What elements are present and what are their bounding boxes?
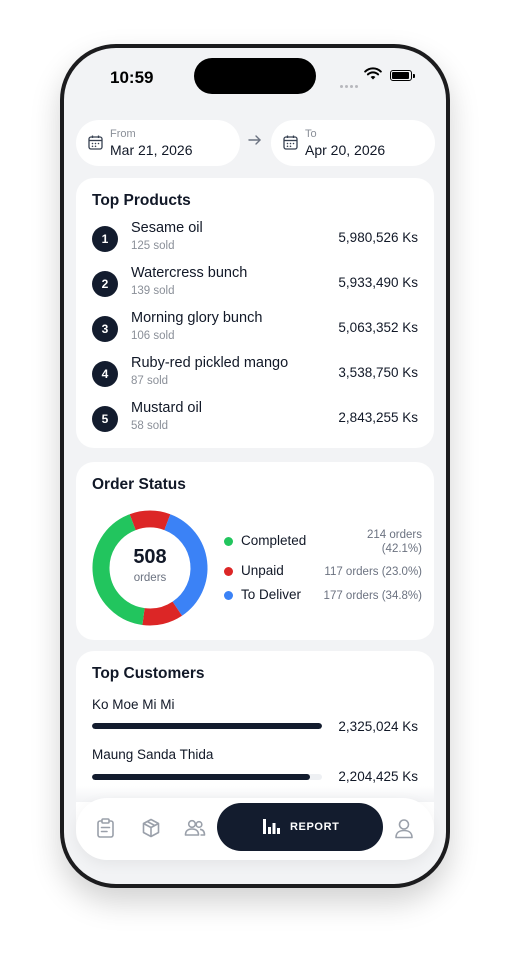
arrow-right-icon [248,135,261,145]
donut-total: 508 [133,546,167,568]
product-row[interactable]: 4 Ruby-red pickled mango 87 sold 3,538,7… [76,355,434,395]
legend-unpaid: Unpaid 117 orders (23.0%) [222,562,422,582]
top-products-card: Top Products 1 Sesame oil 125 sold 5,980… [76,178,434,448]
donut-total-label: orders [133,572,167,584]
product-sold: 139 sold [131,285,175,297]
rank-badge: 2 [92,271,118,297]
customer-amount: 2,325,024 Ks [338,719,418,734]
customer-bar-track [92,774,322,780]
legend-dot [224,567,233,576]
users-icon[interactable] [184,818,206,838]
product-amount: 2,843,255 Ks [338,410,418,425]
report-tab-label: REPORT [290,821,340,833]
donut-slice-unpaid [129,510,171,531]
calendar-icon [283,135,298,150]
legend-value-line2: (42.1%) [381,543,422,555]
product-name: Morning glory bunch [131,310,263,326]
calendar-icon [88,135,103,150]
customer-bar-fill [92,774,311,780]
product-sold: 87 sold [131,375,169,387]
rank-badge: 5 [92,406,118,432]
customer-amount: 2,204,425 Ks [338,769,418,784]
product-sold: 58 sold [131,420,169,432]
top-customers-title: Top Customers [92,665,205,682]
legend-label: To Deliver [241,587,302,602]
legend-value: 177 orders (34.8%) [323,590,422,602]
legend-label: Unpaid [241,563,284,578]
donut-slice-completed [92,514,145,625]
box-icon[interactable] [141,818,161,838]
product-row[interactable]: 5 Mustard oil 58 sold 2,843,255 Ks [76,400,434,440]
product-amount: 3,538,750 Ks [338,365,418,380]
bar-chart-icon [263,819,280,834]
rank-badge: 4 [92,361,118,387]
customer-bar-fill [92,723,322,729]
bottom-nav: REPORT [76,798,434,860]
date-to-label: To [305,128,317,140]
donut-slice-unpaid [142,601,183,626]
legend-value: 214 orders (42.1%) [367,528,422,556]
date-from-label: From [110,128,136,140]
donut-slice-to-deliver [163,514,208,616]
customer-bar-track [92,723,322,729]
date-from-value: Mar 21, 2026 [110,142,193,158]
order-status-title: Order Status [92,476,186,493]
product-name: Ruby-red pickled mango [131,355,289,371]
legend-completed: Completed 214 orders (42.1%) [222,529,422,555]
product-amount: 5,980,526 Ks [338,230,418,245]
status-bar: 10:59 [64,48,446,108]
legend-label: Completed [241,533,307,548]
legend-dot [224,591,233,600]
battery-icon [390,70,415,81]
legend-dot [224,537,233,546]
product-row[interactable]: 1 Sesame oil 125 sold 5,980,526 Ks [76,220,434,260]
phone-frame: 10:59 From Mar 21, 2026 [60,44,450,888]
product-name: Sesame oil [131,220,203,236]
product-amount: 5,063,352 Ks [338,320,418,335]
legend-value-line1: 214 orders [367,529,422,541]
report-tab[interactable]: REPORT [217,803,383,851]
product-row[interactable]: 3 Morning glory bunch 106 sold 5,063,352… [76,310,434,350]
legend-to-deliver: To Deliver 177 orders (34.8%) [222,586,422,606]
top-products-title: Top Products [92,192,191,209]
dynamic-island [194,58,316,94]
legend-value: 117 orders (23.0%) [324,566,422,578]
product-sold: 125 sold [131,240,175,252]
order-status-card: Order Status 508 orders Completed 214 or… [76,462,434,640]
product-sold: 106 sold [131,330,175,342]
date-from-picker[interactable]: From Mar 21, 2026 [76,120,240,166]
date-to-value: Apr 20, 2026 [305,142,386,158]
customer-name: Maung Sanda Thida [92,747,214,762]
person-icon[interactable] [394,818,414,839]
product-row[interactable]: 2 Watercress bunch 139 sold 5,933,490 Ks [76,265,434,305]
clipboard-icon[interactable] [96,818,115,838]
cellular-signal-icon [340,75,360,93]
product-name: Watercress bunch [131,265,248,281]
product-name: Mustard oil [131,400,202,416]
status-time: 10:59 [110,68,154,87]
product-amount: 5,933,490 Ks [338,275,418,290]
rank-badge: 3 [92,316,118,342]
customer-name: Ko Moe Mi Mi [92,697,175,712]
wifi-icon [364,67,382,80]
rank-badge: 1 [92,226,118,252]
date-to-picker[interactable]: To Apr 20, 2026 [271,120,435,166]
order-status-donut: 508 orders [90,508,210,628]
